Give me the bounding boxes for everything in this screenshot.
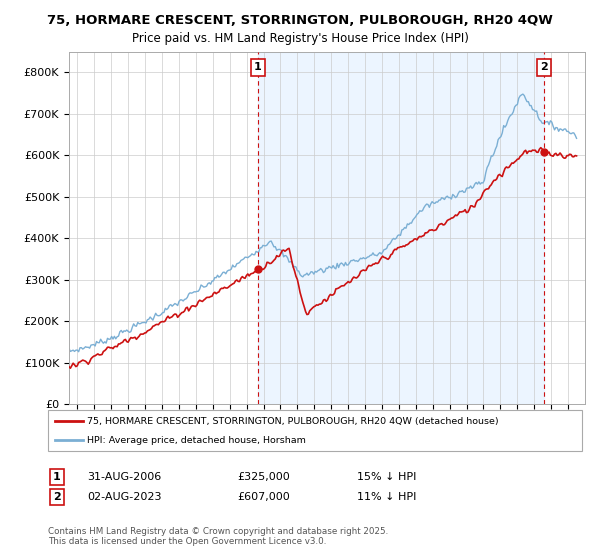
Text: Price paid vs. HM Land Registry's House Price Index (HPI): Price paid vs. HM Land Registry's House … (131, 32, 469, 45)
Text: 75, HORMARE CRESCENT, STORRINGTON, PULBOROUGH, RH20 4QW (detached house): 75, HORMARE CRESCENT, STORRINGTON, PULBO… (87, 417, 499, 426)
Text: 1: 1 (254, 62, 262, 72)
Text: 2: 2 (53, 492, 61, 502)
Text: HPI: Average price, detached house, Horsham: HPI: Average price, detached house, Hors… (87, 436, 306, 445)
Bar (258, 52, 544, 404)
Text: 02-AUG-2023: 02-AUG-2023 (87, 492, 161, 502)
Text: 2: 2 (540, 62, 548, 72)
Text: £325,000: £325,000 (237, 472, 290, 482)
Text: £607,000: £607,000 (237, 492, 290, 502)
Text: 15% ↓ HPI: 15% ↓ HPI (357, 472, 416, 482)
Text: 75, HORMARE CRESCENT, STORRINGTON, PULBOROUGH, RH20 4QW: 75, HORMARE CRESCENT, STORRINGTON, PULBO… (47, 14, 553, 27)
Text: Contains HM Land Registry data © Crown copyright and database right 2025.
This d: Contains HM Land Registry data © Crown c… (48, 527, 388, 546)
Text: 31-AUG-2006: 31-AUG-2006 (87, 472, 161, 482)
Text: 1: 1 (53, 472, 61, 482)
Text: 11% ↓ HPI: 11% ↓ HPI (357, 492, 416, 502)
